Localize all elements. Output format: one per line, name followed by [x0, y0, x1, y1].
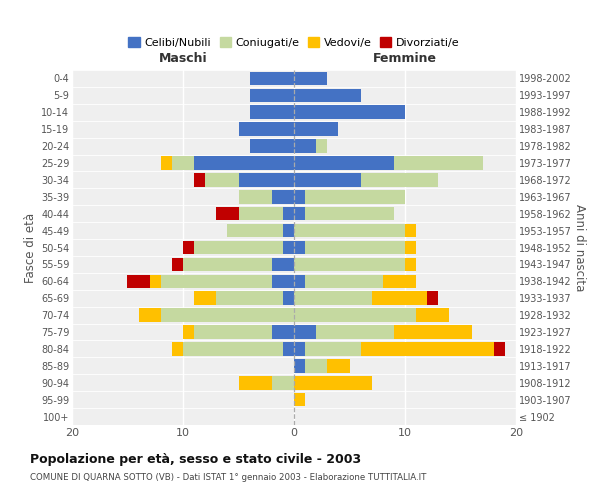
Bar — [272, 376, 294, 390]
Bar — [283, 292, 294, 305]
Bar — [305, 342, 361, 355]
Bar — [172, 156, 194, 170]
Bar — [239, 122, 294, 136]
Bar — [283, 342, 294, 355]
Bar — [227, 224, 283, 237]
Bar — [161, 274, 272, 288]
Bar — [361, 342, 494, 355]
Bar — [294, 258, 405, 271]
Bar — [183, 326, 194, 339]
Bar — [394, 326, 472, 339]
Bar — [294, 393, 305, 406]
Bar — [305, 190, 405, 203]
Bar — [316, 140, 328, 153]
Bar — [405, 258, 416, 271]
Bar — [183, 342, 283, 355]
Bar — [294, 190, 305, 203]
Bar — [294, 106, 405, 119]
Bar — [416, 308, 449, 322]
Bar — [361, 173, 439, 186]
Bar — [294, 240, 305, 254]
Bar — [372, 292, 427, 305]
Bar — [294, 72, 328, 85]
Bar — [127, 274, 150, 288]
Bar — [194, 326, 272, 339]
Bar — [305, 274, 383, 288]
Bar — [328, 359, 349, 372]
Bar — [294, 122, 338, 136]
Bar — [194, 156, 294, 170]
Bar — [405, 240, 416, 254]
Text: Popolazione per età, sesso e stato civile - 2003: Popolazione per età, sesso e stato civil… — [30, 452, 361, 466]
Bar — [294, 376, 372, 390]
Bar — [383, 274, 416, 288]
Bar — [250, 88, 294, 102]
Bar — [150, 274, 161, 288]
Bar — [161, 308, 294, 322]
Bar — [305, 240, 405, 254]
Bar — [283, 224, 294, 237]
Bar — [294, 88, 361, 102]
Bar — [294, 140, 316, 153]
Legend: Celibi/Nubili, Coniugati/e, Vedovi/e, Divorziati/e: Celibi/Nubili, Coniugati/e, Vedovi/e, Di… — [124, 33, 464, 52]
Bar — [294, 173, 361, 186]
Bar — [250, 106, 294, 119]
Bar — [294, 224, 405, 237]
Bar — [427, 292, 439, 305]
Bar — [172, 258, 183, 271]
Bar — [205, 173, 239, 186]
Bar — [294, 292, 372, 305]
Bar — [272, 190, 294, 203]
Bar — [294, 342, 305, 355]
Text: Femmine: Femmine — [373, 52, 437, 64]
Text: Maschi: Maschi — [158, 52, 208, 64]
Bar — [250, 72, 294, 85]
Bar — [294, 359, 305, 372]
Bar — [294, 308, 416, 322]
Bar — [239, 190, 272, 203]
Bar — [394, 156, 482, 170]
Bar — [305, 359, 328, 372]
Bar — [172, 342, 183, 355]
Bar — [294, 156, 394, 170]
Bar — [494, 342, 505, 355]
Bar — [239, 376, 272, 390]
Bar — [217, 207, 239, 220]
Bar — [194, 173, 205, 186]
Bar — [294, 326, 316, 339]
Y-axis label: Anni di nascita: Anni di nascita — [572, 204, 586, 291]
Bar — [272, 274, 294, 288]
Bar — [183, 240, 194, 254]
Bar — [316, 326, 394, 339]
Bar — [405, 224, 416, 237]
Bar — [272, 326, 294, 339]
Text: COMUNE DI QUARNA SOTTO (VB) - Dati ISTAT 1° gennaio 2003 - Elaborazione TUTTITAL: COMUNE DI QUARNA SOTTO (VB) - Dati ISTAT… — [30, 472, 427, 482]
Bar — [294, 207, 305, 220]
Bar — [272, 258, 294, 271]
Bar — [238, 207, 283, 220]
Bar — [239, 173, 294, 186]
Bar — [294, 274, 305, 288]
Bar — [194, 292, 216, 305]
Bar — [139, 308, 161, 322]
Y-axis label: Fasce di età: Fasce di età — [23, 212, 37, 282]
Bar — [161, 156, 172, 170]
Bar — [194, 240, 283, 254]
Bar — [305, 207, 394, 220]
Bar — [183, 258, 272, 271]
Bar — [283, 240, 294, 254]
Bar — [283, 207, 294, 220]
Bar — [250, 140, 294, 153]
Bar — [216, 292, 283, 305]
